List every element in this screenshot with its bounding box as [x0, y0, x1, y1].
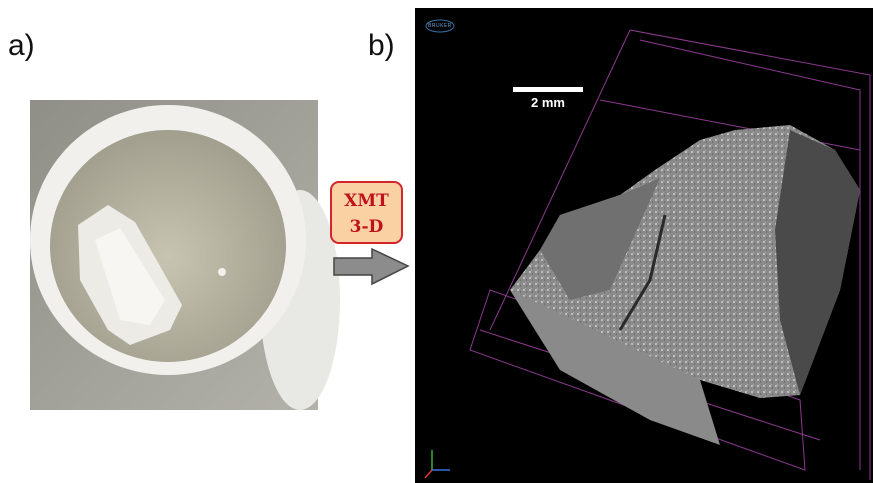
- panel-label: b): [368, 29, 395, 62]
- tomography-view: 2 mm BRUKER: [415, 8, 873, 483]
- figure: a) b) XMT 3-D 2 mm: [0, 0, 873, 483]
- scale-bar-label: 2 mm: [531, 95, 565, 110]
- photo: [30, 100, 340, 410]
- arrow-label: XMT: [344, 191, 389, 211]
- logo: BRUKER: [428, 23, 452, 29]
- process-arrow: XMT 3-D: [331, 182, 408, 284]
- panel-label: a): [8, 29, 35, 62]
- figure-canvas: a) b) XMT 3-D 2 mm: [0, 0, 873, 483]
- arrow-label: 3-D: [350, 217, 384, 237]
